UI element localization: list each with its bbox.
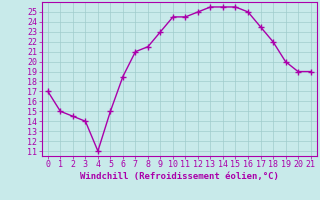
X-axis label: Windchill (Refroidissement éolien,°C): Windchill (Refroidissement éolien,°C) bbox=[80, 172, 279, 181]
